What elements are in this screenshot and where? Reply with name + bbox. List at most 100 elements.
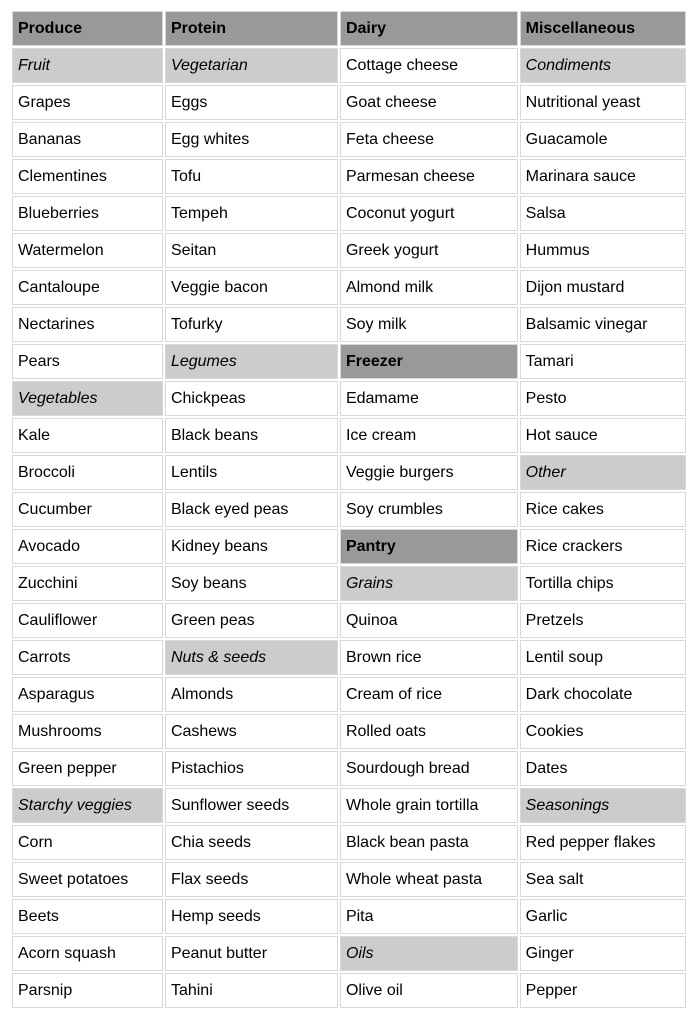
- grocery-item-cell: Greek yogurt: [339, 233, 518, 268]
- grocery-item-cell: Broccoli: [12, 455, 163, 490]
- table-row: Pears Legumes Freezer Tamari: [12, 344, 686, 379]
- grocery-item-cell: Mushrooms: [12, 714, 163, 749]
- grocery-item-cell: Edamame: [339, 381, 518, 416]
- table-row: Cauliflower Green peas Quinoa Pretzels: [12, 603, 686, 638]
- grocery-item-cell: Flax seeds: [164, 862, 338, 897]
- grocery-item-cell: Grapes: [12, 85, 163, 120]
- grocery-item-cell: Acorn squash: [12, 936, 163, 971]
- grocery-item-cell: Soy beans: [164, 566, 338, 601]
- table-row: Cucumber Black eyed peas Soy crumbles Rice …: [12, 492, 686, 527]
- grocery-item-cell: Clementines: [12, 159, 163, 194]
- grocery-item-cell: Nectarines: [12, 307, 163, 342]
- grocery-item-cell: Veggie bacon: [164, 270, 338, 305]
- table-row: Bananas Egg whites Feta cheese Guacamole: [12, 122, 686, 157]
- subcategory-label-cell: Legumes: [164, 344, 338, 379]
- grocery-item-cell: Kale: [12, 418, 163, 453]
- table-row: Mushrooms Cashews Rolled oats Cookies: [12, 714, 686, 749]
- grocery-item-cell: Feta cheese: [339, 122, 518, 157]
- grocery-item-cell: Whole wheat pasta: [339, 862, 518, 897]
- table-row: Cantaloupe Veggie bacon Almond milk Dijon m…: [12, 270, 686, 305]
- grocery-item-cell: Ginger: [519, 936, 686, 971]
- grocery-item-cell: Nutritional yeast: [519, 85, 686, 120]
- category-header-cell: Miscellaneous: [519, 11, 686, 46]
- grocery-item-cell: Parsnip: [12, 973, 163, 1008]
- table-row: Beets Hemp seeds Pita Garlic: [12, 899, 686, 934]
- grocery-item-cell: Pesto: [519, 381, 686, 416]
- grocery-item-cell: Rice crackers: [519, 529, 686, 564]
- table-row: Corn Chia seeds Black bean pasta Red pepper…: [12, 825, 686, 860]
- table-row: Parsnip Tahini Olive oil Pepper: [12, 973, 686, 1008]
- grocery-item-cell: Kidney beans: [164, 529, 338, 564]
- grocery-item-cell: Lentil soup: [519, 640, 686, 675]
- subcategory-label-cell: Vegetarian: [164, 48, 338, 83]
- grocery-item-cell: Whole grain tortilla: [339, 788, 518, 823]
- grocery-item-cell: Zucchini: [12, 566, 163, 601]
- grocery-item-cell: Cottage cheese: [339, 48, 518, 83]
- grocery-item-cell: Green pepper: [12, 751, 163, 786]
- table-row: Starchy veggies Sunflower seeds Whole grai…: [12, 788, 686, 823]
- grocery-item-cell: Dijon mustard: [519, 270, 686, 305]
- grocery-item-cell: Brown rice: [339, 640, 518, 675]
- grocery-item-cell: Bananas: [12, 122, 163, 157]
- grocery-item-cell: Tofurky: [164, 307, 338, 342]
- grocery-item-cell: Lentils: [164, 455, 338, 490]
- subcategory-label-cell: Fruit: [12, 48, 163, 83]
- grocery-item-cell: Cantaloupe: [12, 270, 163, 305]
- grocery-item-cell: Sweet potatoes: [12, 862, 163, 897]
- grocery-item-cell: Sourdough bread: [339, 751, 518, 786]
- table-row: Broccoli Lentils Veggie burgers Other: [12, 455, 686, 490]
- grocery-item-cell: Cauliflower: [12, 603, 163, 638]
- category-header-cell: Produce: [12, 11, 163, 46]
- grocery-item-cell: Sea salt: [519, 862, 686, 897]
- category-header-cell: Dairy: [339, 11, 518, 46]
- grocery-item-cell: Tamari: [519, 344, 686, 379]
- subcategory-label-cell: Grains: [339, 566, 518, 601]
- category-header-cell: Pantry: [339, 529, 518, 564]
- grocery-item-cell: Cashews: [164, 714, 338, 749]
- grocery-item-cell: Black bean pasta: [339, 825, 518, 860]
- grocery-item-cell: Tahini: [164, 973, 338, 1008]
- grocery-item-cell: Dark chocolate: [519, 677, 686, 712]
- grocery-item-cell: Seitan: [164, 233, 338, 268]
- subcategory-label-cell: Seasonings: [519, 788, 686, 823]
- grocery-table: Produce Protein Dairy Miscellaneous Fruit Veg…: [10, 9, 688, 1010]
- grocery-item-cell: Garlic: [519, 899, 686, 934]
- grocery-item-cell: Soy milk: [339, 307, 518, 342]
- grocery-item-cell: Coconut yogurt: [339, 196, 518, 231]
- grocery-item-cell: Hemp seeds: [164, 899, 338, 934]
- grocery-item-cell: Balsamic vinegar: [519, 307, 686, 342]
- grocery-item-cell: Salsa: [519, 196, 686, 231]
- subcategory-label-cell: Vegetables: [12, 381, 163, 416]
- grocery-item-cell: Parmesan cheese: [339, 159, 518, 194]
- grocery-item-cell: Carrots: [12, 640, 163, 675]
- grocery-item-cell: Egg whites: [164, 122, 338, 157]
- subcategory-label-cell: Nuts & seeds: [164, 640, 338, 675]
- grocery-item-cell: Almond milk: [339, 270, 518, 305]
- grocery-item-cell: Tempeh: [164, 196, 338, 231]
- category-header-cell: Freezer: [339, 344, 518, 379]
- table-row: Vegetables Chickpeas Edamame Pesto: [12, 381, 686, 416]
- table-row: Watermelon Seitan Greek yogurt Hummus: [12, 233, 686, 268]
- table-row: Kale Black beans Ice cream Hot sauce: [12, 418, 686, 453]
- table-row: Blueberries Tempeh Coconut yogurt Salsa: [12, 196, 686, 231]
- table-row: Nectarines Tofurky Soy milk Balsamic vinega…: [12, 307, 686, 342]
- table-row: Fruit Vegetarian Cottage cheese Condiments: [12, 48, 686, 83]
- subcategory-label-cell: Condiments: [519, 48, 686, 83]
- table-row: Green pepper Pistachios Sourdough bread Dat…: [12, 751, 686, 786]
- table-row: Carrots Nuts & seeds Brown rice Lentil soup: [12, 640, 686, 675]
- grocery-item-cell: Black eyed peas: [164, 492, 338, 527]
- grocery-item-cell: Asparagus: [12, 677, 163, 712]
- grocery-item-cell: Green peas: [164, 603, 338, 638]
- grocery-item-cell: Olive oil: [339, 973, 518, 1008]
- grocery-item-cell: Peanut butter: [164, 936, 338, 971]
- table-row: Grapes Eggs Goat cheese Nutritional yeast: [12, 85, 686, 120]
- grocery-item-cell: Pepper: [519, 973, 686, 1008]
- grocery-item-cell: Veggie burgers: [339, 455, 518, 490]
- subcategory-label-cell: Starchy veggies: [12, 788, 163, 823]
- grocery-item-cell: Pretzels: [519, 603, 686, 638]
- grocery-item-cell: Marinara sauce: [519, 159, 686, 194]
- grocery-item-cell: Pistachios: [164, 751, 338, 786]
- table-row: Clementines Tofu Parmesan cheese Marinara s…: [12, 159, 686, 194]
- grocery-item-cell: Dates: [519, 751, 686, 786]
- grocery-item-cell: Avocado: [12, 529, 163, 564]
